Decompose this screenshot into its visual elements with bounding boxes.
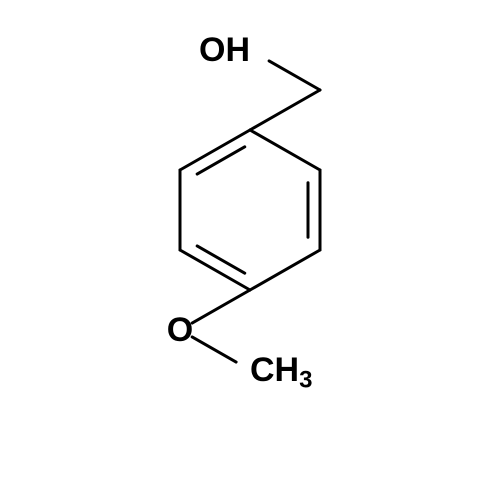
bond-line	[192, 290, 250, 323]
bond-line	[192, 337, 236, 362]
bond-line	[250, 130, 320, 170]
atom-label-o8: O	[167, 311, 193, 349]
bond-line	[250, 90, 320, 130]
atom-label-oh: OH	[199, 31, 250, 69]
bond-line	[197, 147, 245, 174]
bond-line	[269, 61, 320, 90]
bond-line	[250, 250, 320, 290]
atom-label-c9: CH3	[250, 351, 312, 393]
molecule-diagram: OH O CH3	[0, 0, 500, 500]
bond-line	[197, 246, 245, 273]
